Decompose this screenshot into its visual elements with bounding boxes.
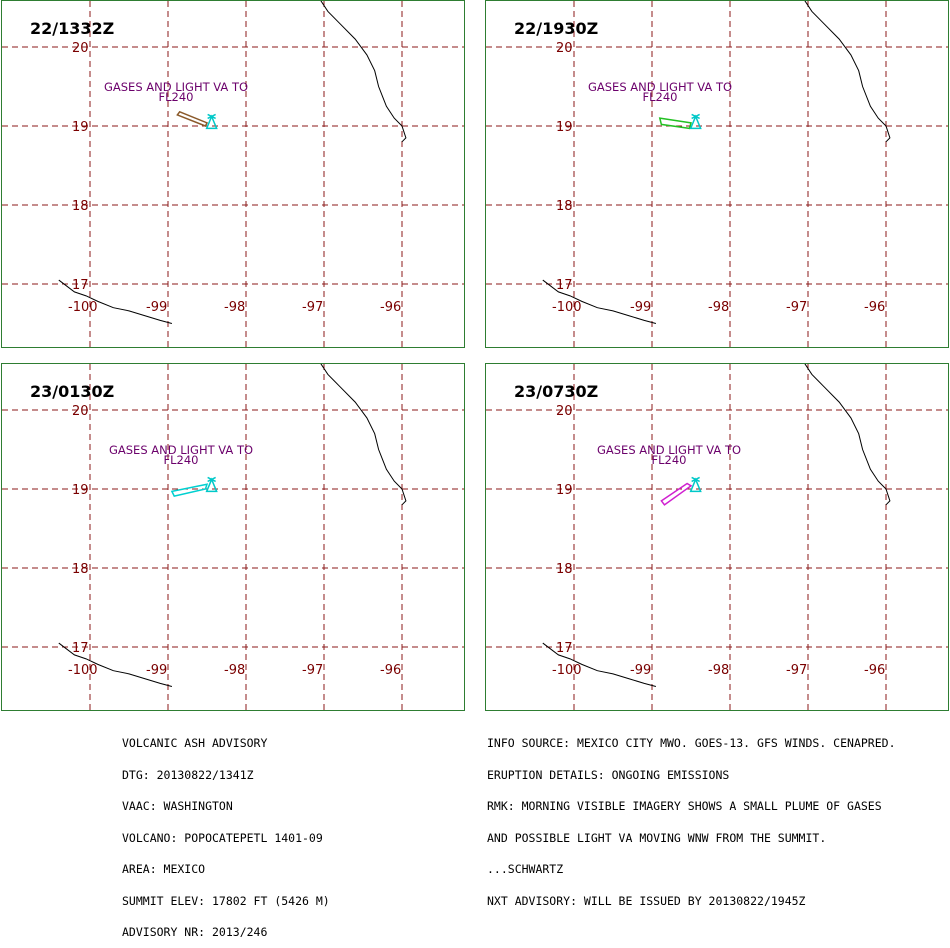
longitude-tick-label: -96 [864,300,885,315]
volcano-icon [691,113,700,120]
gulf-coastline [320,364,407,506]
map-panel-2: -100 -99 -98 -97 -96 20 19 18 17 GASES AND LIGHT … [485,0,949,348]
longitude-tick-label: -98 [224,300,245,315]
volcano-icon [205,477,218,493]
plume-flight-level: FL240 [159,90,194,104]
advisory-line: VOLCANO: POPOCATEPETL 1401-09 [122,830,323,845]
pacific-coastline [58,279,173,324]
latitude-tick-label: 18 [556,562,573,577]
plume-label: GASES AND LIGHT VA TO [104,80,248,94]
longitude-tick-label: -100 [552,663,582,678]
volcano-icon [207,476,216,483]
pacific-coastline [58,642,173,687]
gulf-coastline [804,364,891,506]
longitude-tick-label: -100 [68,663,98,678]
latitude-tick-label: 17 [72,641,89,656]
ash-plume-outline [658,117,692,130]
plume-flight-level: FL240 [164,453,199,467]
advisory-line: INFO SOURCE: MEXICO CITY MWO. GOES-13. G… [487,736,896,750]
longitude-tick-label: -98 [708,300,729,315]
advisory-line: ERUPTION DETAILS: ONGOING EMISSIONS [487,767,730,782]
panel-time: 22/1930Z [514,19,599,38]
panel-time: 23/0730Z [514,382,599,401]
latitude-tick-label: 18 [556,199,573,214]
gulf-coastline [320,1,407,143]
latitude-tick-label: 20 [72,404,89,419]
latitude-tick-label: 19 [72,120,89,135]
latitude-tick-label: 20 [72,41,89,56]
plume-flight-level: FL240 [652,453,687,467]
longitude-tick-label: -97 [302,663,323,678]
advisory-line: AND POSSIBLE LIGHT VA MOVING WNW FROM TH… [487,830,827,845]
advisory-line: ...SCHWARTZ [487,862,564,876]
ash-plume-outline [170,483,209,497]
longitude-tick-label: -99 [630,663,651,678]
latitude-tick-label: 19 [556,120,573,135]
panel-time: 22/1332Z [30,19,115,38]
volcano-icon [691,476,700,483]
advisory-line: VOLCANIC ASH ADVISORY [122,736,268,750]
longitude-tick-label: -100 [552,300,582,315]
panel-time: 23/0130Z [30,382,115,401]
longitude-tick-label: -97 [302,300,323,315]
ash-plume-outline [660,482,693,506]
pacific-coastline [542,642,657,687]
map-panel-4: -100 -99 -98 -97 -96 20 19 18 17 GASES AND LIGHT … [485,363,949,711]
latitude-tick-label: 19 [72,483,89,498]
plume-label: GASES AND LIGHT VA TO [588,80,732,94]
plume-label: GASES AND LIGHT VA TO [597,443,741,457]
volcano-icon [205,114,218,130]
latitude-tick-label: 17 [72,278,89,293]
plume-label: GASES AND LIGHT VA TO [109,443,253,457]
volcano-icon [207,113,216,120]
longitude-tick-label: -96 [380,663,401,678]
longitude-tick-label: -96 [380,300,401,315]
pacific-coastline [542,279,657,324]
latitude-tick-label: 20 [556,41,573,56]
latitude-tick-label: 20 [556,404,573,419]
advisory-header-text: VOLCANIC ASH ADVISORY DTG: 20130822/1341… [122,717,330,948]
advisory-remarks-text: INFO SOURCE: MEXICO CITY MWO. GOES-13. G… [487,717,896,917]
longitude-tick-label: -98 [708,663,729,678]
volcano-icon [689,477,702,493]
map-canvas: -100 -99 -98 -97 -96 20 19 18 17 GASES AND LIGHT … [486,364,948,710]
plume-flight-level: FL240 [643,90,678,104]
advisory-line: RMK: MORNING VISIBLE IMAGERY SHOWS A SMA… [487,799,882,813]
map-panel-3: -100 -99 -98 -97 -96 20 19 18 17 GASES AND LIGHT … [1,363,465,711]
longitude-tick-label: -99 [146,663,167,678]
map-canvas: -100 -99 -98 -97 -96 20 19 18 17 GASES AND LIGHT … [2,1,464,347]
longitude-tick-label: -100 [68,300,98,315]
longitude-tick-label: -96 [864,663,885,678]
latitude-tick-label: 17 [556,641,573,656]
longitude-tick-label: -99 [146,300,167,315]
map-canvas: -100 -99 -98 -97 -96 20 19 18 17 GASES AND LIGHT … [486,1,948,347]
volcano-icon [689,114,702,130]
latitude-tick-label: 19 [556,483,573,498]
advisory-line: DTG: 20130822/1341Z [122,767,254,782]
map-canvas: -100 -99 -98 -97 -96 20 19 18 17 GASES AND LIGHT … [2,364,464,710]
longitude-tick-label: -97 [786,300,807,315]
latitude-tick-label: 18 [72,562,89,577]
gulf-coastline [804,1,891,143]
ash-plume-outline [176,110,209,127]
advisory-line: AREA: MEXICO [122,862,206,876]
latitude-tick-label: 18 [72,199,89,214]
map-panel-1: -100 -99 -98 -97 -96 20 19 18 17 GASES AND LIGHT … [1,0,465,348]
advisory-line: VAAC: WASHINGTON [122,799,233,813]
longitude-tick-label: -97 [786,663,807,678]
latitude-tick-label: 17 [556,278,573,293]
longitude-tick-label: -98 [224,663,245,678]
advisory-line: SUMMIT ELEV: 17802 FT (5426 M) [122,893,330,908]
longitude-tick-label: -99 [630,300,651,315]
advisory-line: ADVISORY NR: 2013/246 [122,925,268,939]
advisory-line: NXT ADVISORY: WILL BE ISSUED BY 20130822… [487,893,806,908]
